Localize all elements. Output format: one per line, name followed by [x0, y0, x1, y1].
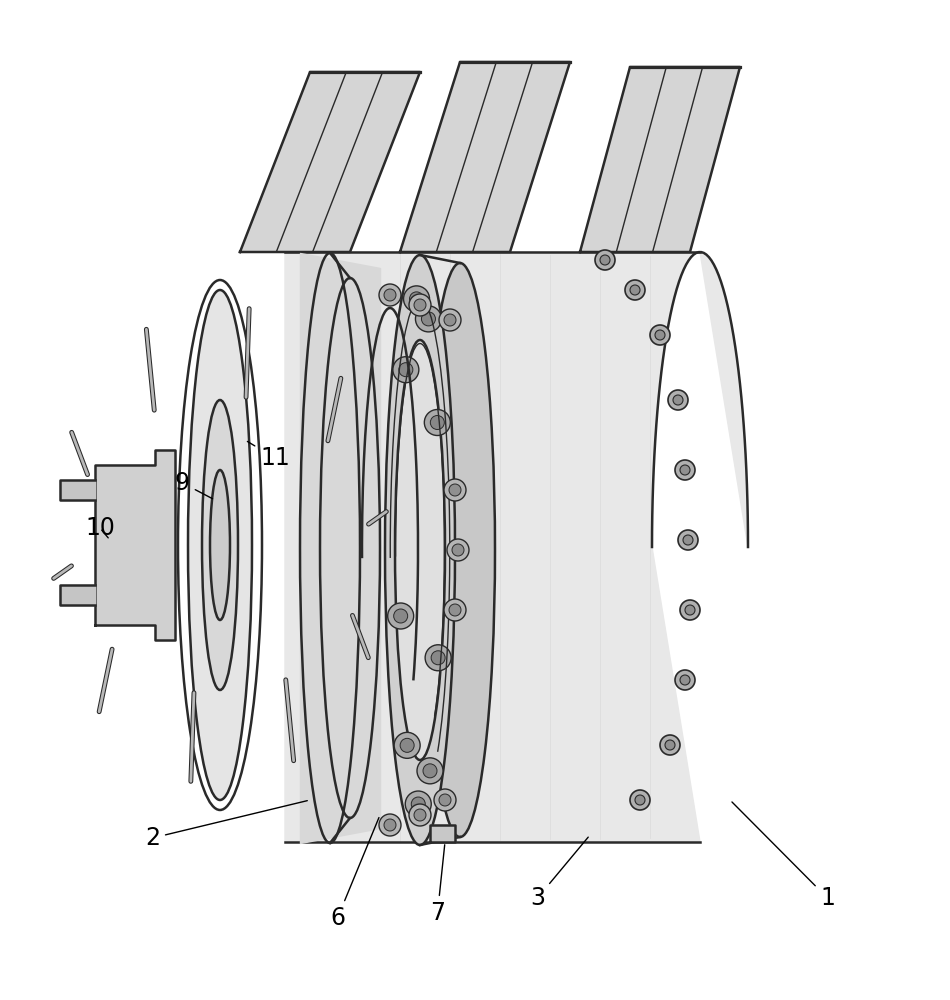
- Polygon shape: [580, 67, 740, 252]
- Circle shape: [675, 460, 695, 480]
- Circle shape: [422, 312, 435, 326]
- Circle shape: [414, 299, 426, 311]
- Circle shape: [425, 410, 450, 436]
- Circle shape: [414, 809, 426, 821]
- Circle shape: [665, 740, 675, 750]
- Circle shape: [411, 797, 426, 811]
- Circle shape: [409, 804, 431, 826]
- Circle shape: [444, 314, 456, 326]
- Circle shape: [444, 479, 466, 501]
- Ellipse shape: [210, 470, 230, 620]
- Circle shape: [399, 363, 413, 377]
- Text: 7: 7: [430, 845, 445, 925]
- Circle shape: [449, 604, 461, 616]
- Circle shape: [393, 357, 419, 383]
- Text: 1: 1: [732, 802, 835, 910]
- Text: 6: 6: [330, 818, 379, 930]
- Circle shape: [595, 250, 615, 270]
- Circle shape: [409, 292, 424, 306]
- Polygon shape: [430, 825, 455, 842]
- Text: 10: 10: [85, 516, 115, 540]
- Text: 9: 9: [175, 471, 213, 499]
- Circle shape: [388, 603, 413, 629]
- Circle shape: [426, 645, 451, 671]
- Circle shape: [406, 791, 431, 817]
- Text: 2: 2: [145, 801, 307, 850]
- Polygon shape: [60, 480, 95, 500]
- Ellipse shape: [425, 263, 495, 837]
- Polygon shape: [95, 450, 175, 640]
- Circle shape: [409, 294, 431, 316]
- Polygon shape: [60, 585, 95, 605]
- Circle shape: [423, 764, 437, 778]
- Circle shape: [404, 286, 429, 312]
- Ellipse shape: [385, 255, 455, 845]
- Circle shape: [678, 530, 698, 550]
- Circle shape: [655, 330, 665, 340]
- Circle shape: [650, 325, 670, 345]
- Circle shape: [384, 289, 396, 301]
- Circle shape: [439, 794, 451, 806]
- Circle shape: [660, 735, 680, 755]
- Circle shape: [417, 758, 443, 784]
- Circle shape: [680, 600, 700, 620]
- Circle shape: [683, 535, 693, 545]
- Circle shape: [439, 309, 461, 331]
- Text: 11: 11: [247, 441, 290, 470]
- Circle shape: [449, 484, 461, 496]
- Circle shape: [384, 819, 396, 831]
- Circle shape: [630, 285, 640, 295]
- Circle shape: [444, 599, 466, 621]
- Polygon shape: [285, 252, 748, 842]
- Circle shape: [434, 789, 456, 811]
- Circle shape: [625, 280, 645, 300]
- Ellipse shape: [202, 400, 238, 690]
- Circle shape: [415, 306, 442, 332]
- Circle shape: [430, 416, 445, 430]
- Ellipse shape: [395, 340, 445, 760]
- Circle shape: [675, 670, 695, 690]
- Circle shape: [379, 814, 401, 836]
- Circle shape: [393, 609, 408, 623]
- Circle shape: [630, 790, 650, 810]
- Circle shape: [394, 732, 420, 758]
- Polygon shape: [240, 72, 420, 252]
- Circle shape: [431, 651, 446, 665]
- Text: 3: 3: [530, 837, 588, 910]
- Circle shape: [600, 255, 610, 265]
- Circle shape: [680, 465, 690, 475]
- Ellipse shape: [188, 290, 252, 800]
- Circle shape: [673, 395, 683, 405]
- Circle shape: [400, 738, 414, 752]
- Circle shape: [447, 539, 469, 561]
- Polygon shape: [400, 62, 570, 252]
- Circle shape: [635, 795, 645, 805]
- Circle shape: [668, 390, 688, 410]
- Circle shape: [685, 605, 695, 615]
- Circle shape: [680, 675, 690, 685]
- Circle shape: [452, 544, 464, 556]
- Circle shape: [379, 284, 401, 306]
